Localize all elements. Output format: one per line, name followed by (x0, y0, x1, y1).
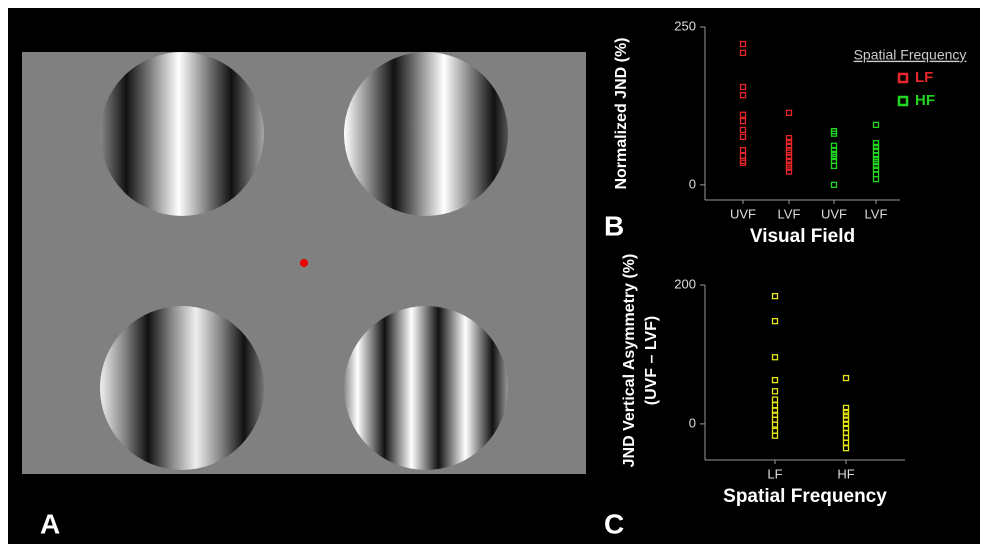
panel-label: A (40, 508, 60, 539)
y-axis-label: (UVF – LVF) (643, 316, 660, 405)
legend-label: HF (915, 92, 935, 109)
x-tick-label: UVF (730, 206, 756, 221)
x-tick-label: UVF (821, 206, 847, 221)
x-tick-label: LVF (778, 206, 801, 221)
fixation-point (300, 259, 308, 267)
y-tick-label: 0 (689, 415, 696, 430)
grating (344, 306, 508, 470)
grating (100, 306, 264, 470)
figure: A 0 250 Normalized JND (%) Visual Field B UVF… (0, 0, 988, 552)
x-tick-label: HF (837, 466, 854, 481)
panel-label: B (604, 210, 624, 241)
x-tick-label: LVF (865, 206, 888, 221)
x-tick-label: LF (767, 466, 782, 481)
y-tick-label: 200 (674, 276, 696, 291)
x-axis-label: Spatial Frequency (723, 486, 887, 507)
grating (344, 52, 508, 216)
y-tick-label: 250 (674, 18, 696, 33)
y-tick-label: 0 (689, 176, 696, 191)
x-axis-label: Visual Field (750, 226, 855, 247)
y-axis-label: Normalized JND (%) (613, 37, 630, 189)
legend-label: LF (915, 69, 933, 86)
legend-title: Spatial Frequency (854, 47, 967, 63)
grating (100, 52, 264, 216)
y-axis-label: JND Vertical Asymmetry (%) (621, 254, 638, 468)
panel-label: C (604, 508, 624, 539)
